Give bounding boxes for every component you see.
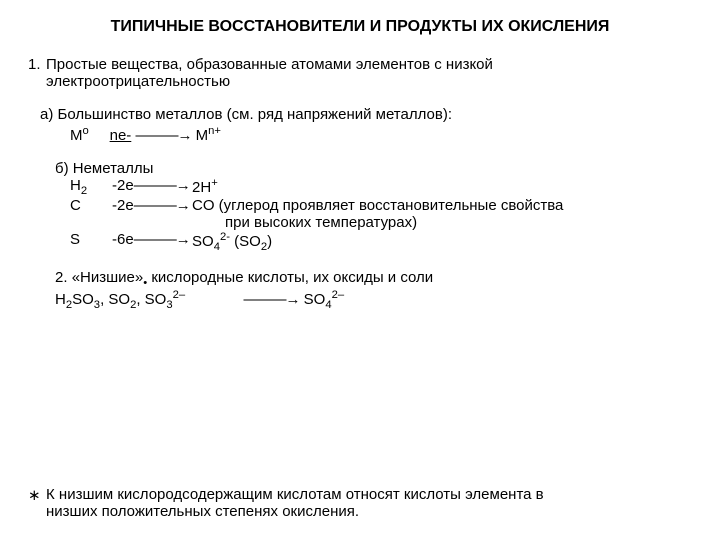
s2-h: H bbox=[55, 291, 66, 308]
part-b-note: при высоких температурах) bbox=[225, 214, 720, 231]
section-1-number: 1. bbox=[28, 56, 46, 90]
part-a-prod-sup: n+ bbox=[208, 125, 221, 137]
s2-prod: SO bbox=[300, 291, 326, 308]
part-b-row-1: H2 -2e———→ 2H+ bbox=[70, 177, 720, 197]
r3-psup: 2- bbox=[220, 231, 230, 243]
section-1-line2: электроотрицательностью bbox=[46, 73, 230, 90]
footnote: ∗ К низшим кислородсодержащим кислотам о… bbox=[28, 486, 700, 520]
r2-e: -2e bbox=[112, 197, 134, 214]
r3-sym: S bbox=[70, 231, 80, 248]
part-a-prod: М bbox=[196, 127, 209, 144]
arrow-icon: ———→ bbox=[134, 231, 190, 248]
arrow-icon: ———→ bbox=[134, 177, 190, 194]
page-title: ТИПИЧНЫЕ ВОССТАНОВИТЕЛИ И ПРОДУКТЫ ИХ ОК… bbox=[0, 18, 720, 36]
r1-prod: 2H bbox=[192, 179, 211, 196]
s2-so: SO bbox=[72, 291, 94, 308]
footnote-line1: К низшим кислородсодержащим кислотам отн… bbox=[46, 486, 544, 503]
r1-sym: H bbox=[70, 177, 81, 194]
s2-so2: , SO bbox=[100, 291, 130, 308]
r1-e: -2e bbox=[112, 177, 134, 194]
r3-tail: ) bbox=[267, 233, 272, 250]
r1-sub: 2 bbox=[81, 185, 87, 197]
part-a-eloss: ne- bbox=[110, 127, 132, 144]
footnote-bullet-icon: ∗ bbox=[28, 486, 46, 520]
arrow-icon: ———→ bbox=[244, 291, 300, 308]
r2-sym: C bbox=[70, 197, 81, 214]
part-b-label: б) Неметаллы bbox=[55, 160, 720, 177]
r2-prod: CO (углерод проявляет восстановительные … bbox=[192, 197, 563, 214]
part-a-sym: М bbox=[70, 127, 83, 144]
part-a-label: а) Большинство металлов (см. ряд напряже… bbox=[40, 106, 720, 123]
arrow-icon: ———→ bbox=[135, 127, 191, 144]
r3-rest: (SO bbox=[230, 233, 261, 250]
r3-prod: SO bbox=[192, 233, 214, 250]
part-a-sup: o bbox=[83, 125, 89, 137]
section-1: 1. Простые вещества, образованные атомам… bbox=[28, 56, 720, 90]
section-2: 2. «Низшие»• кислородные кислоты, их окс… bbox=[55, 269, 720, 311]
part-b-row-2: C -2e———→ CO (углерод проявляет восстано… bbox=[70, 197, 720, 214]
section-2-number: 2. bbox=[55, 269, 68, 286]
r1-psup: + bbox=[211, 177, 218, 189]
section-2-lead: «Низшие» bbox=[72, 269, 144, 286]
s2-so3: , SO bbox=[136, 291, 166, 308]
r3-e: -6e bbox=[112, 231, 134, 248]
part-b-row-3: S -6e———→ SO42- (SO2) bbox=[70, 231, 720, 253]
section-2-text: кислородные кислоты, их оксиды и соли bbox=[147, 269, 433, 286]
section-1-line1: Простые вещества, образованные атомами э… bbox=[46, 56, 493, 73]
section-1-text: Простые вещества, образованные атомами э… bbox=[46, 56, 720, 90]
arrow-icon: ———→ bbox=[134, 197, 190, 214]
part-a-equation: Мo ne- ———→ Мn+ bbox=[70, 125, 720, 144]
footnote-line2: низших положительных степенях окисления. bbox=[46, 503, 359, 520]
